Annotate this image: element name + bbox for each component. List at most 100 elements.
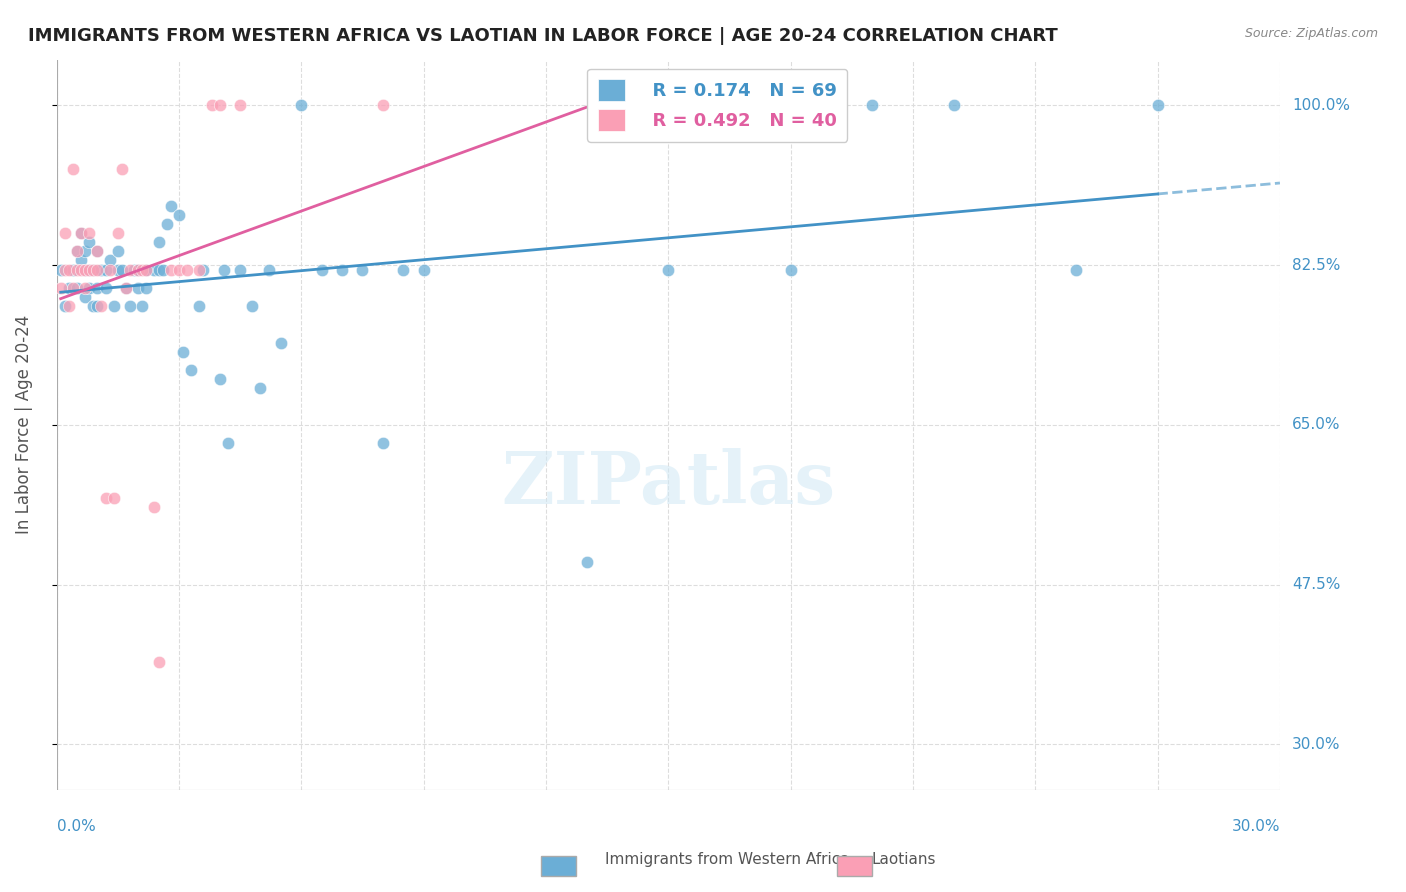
Point — [66, 244, 89, 259]
Text: IMMIGRANTS FROM WESTERN AFRICA VS LAOTIAN IN LABOR FORCE | AGE 20-24 CORRELATION: IMMIGRANTS FROM WESTERN AFRICA VS LAOTIA… — [28, 27, 1057, 45]
Point — [66, 244, 89, 259]
Point — [94, 491, 117, 505]
Text: ZIPatlas: ZIPatlas — [501, 448, 835, 518]
Point — [77, 281, 100, 295]
Point — [575, 555, 598, 569]
Point — [290, 98, 312, 112]
Point — [229, 98, 252, 112]
Point — [53, 226, 76, 240]
Point — [49, 262, 72, 277]
Point — [115, 281, 138, 295]
Point — [311, 262, 333, 277]
Point — [330, 262, 353, 277]
Point — [167, 208, 190, 222]
Point — [249, 381, 271, 395]
Point — [107, 244, 129, 259]
Point — [77, 235, 100, 250]
Point — [159, 262, 181, 277]
Point — [115, 281, 138, 295]
Point — [152, 262, 174, 277]
Text: 47.5%: 47.5% — [1292, 577, 1340, 592]
Point — [159, 199, 181, 213]
Point — [98, 262, 121, 277]
Point — [176, 262, 198, 277]
Point — [103, 491, 125, 505]
Point — [193, 262, 215, 277]
Point — [58, 281, 80, 295]
Point — [53, 299, 76, 313]
Point — [143, 262, 166, 277]
Point — [62, 281, 84, 295]
Legend:   R = 0.174   N = 69,   R = 0.492   N = 40: R = 0.174 N = 69, R = 0.492 N = 40 — [588, 69, 848, 142]
Point — [1064, 262, 1087, 277]
Point — [148, 235, 170, 250]
Point — [135, 262, 157, 277]
Point — [70, 226, 93, 240]
Point — [352, 262, 374, 277]
Point — [143, 500, 166, 514]
Point — [371, 436, 394, 450]
Point — [208, 372, 231, 386]
Point — [66, 262, 89, 277]
Point — [86, 281, 108, 295]
Point — [167, 262, 190, 277]
Point — [86, 244, 108, 259]
Point — [77, 226, 100, 240]
Point — [118, 299, 141, 313]
Point — [135, 281, 157, 295]
Point — [107, 226, 129, 240]
Point — [111, 162, 134, 177]
Point — [657, 262, 679, 277]
Text: 82.5%: 82.5% — [1292, 258, 1340, 272]
Point — [70, 262, 93, 277]
Point — [217, 436, 239, 450]
Point — [111, 262, 134, 277]
Point — [62, 262, 84, 277]
Point — [180, 363, 202, 377]
Point — [103, 299, 125, 313]
Text: Immigrants from Western Africa: Immigrants from Western Africa — [605, 852, 849, 867]
Point — [127, 262, 149, 277]
Point — [188, 299, 211, 313]
Point — [208, 98, 231, 112]
Point — [82, 299, 104, 313]
Point — [657, 98, 679, 112]
Point — [229, 262, 252, 277]
Point — [77, 262, 100, 277]
Point — [82, 262, 104, 277]
Point — [127, 262, 149, 277]
Text: 30.0%: 30.0% — [1232, 819, 1279, 834]
Point — [172, 344, 194, 359]
Point — [75, 262, 97, 277]
Point — [240, 299, 263, 313]
Text: 65.0%: 65.0% — [1292, 417, 1341, 433]
Point — [820, 98, 842, 112]
Point — [107, 262, 129, 277]
Point — [188, 262, 211, 277]
Point — [77, 262, 100, 277]
Point — [860, 98, 883, 112]
Text: 100.0%: 100.0% — [1292, 98, 1350, 112]
Point — [94, 262, 117, 277]
Point — [779, 262, 801, 277]
Point — [70, 226, 93, 240]
Text: Laotians: Laotians — [872, 852, 936, 867]
Point — [66, 281, 89, 295]
Point — [75, 290, 97, 304]
Point — [90, 262, 112, 277]
Point — [62, 162, 84, 177]
Point — [156, 217, 179, 231]
Point — [942, 98, 965, 112]
Y-axis label: In Labor Force | Age 20-24: In Labor Force | Age 20-24 — [15, 315, 32, 534]
Point — [392, 262, 415, 277]
Point — [127, 281, 149, 295]
Point — [131, 262, 153, 277]
Point — [257, 262, 280, 277]
Point — [70, 253, 93, 268]
Point — [118, 262, 141, 277]
Point — [75, 244, 97, 259]
Point — [200, 98, 222, 112]
Point — [86, 262, 108, 277]
Text: 0.0%: 0.0% — [56, 819, 96, 834]
Point — [270, 335, 292, 350]
